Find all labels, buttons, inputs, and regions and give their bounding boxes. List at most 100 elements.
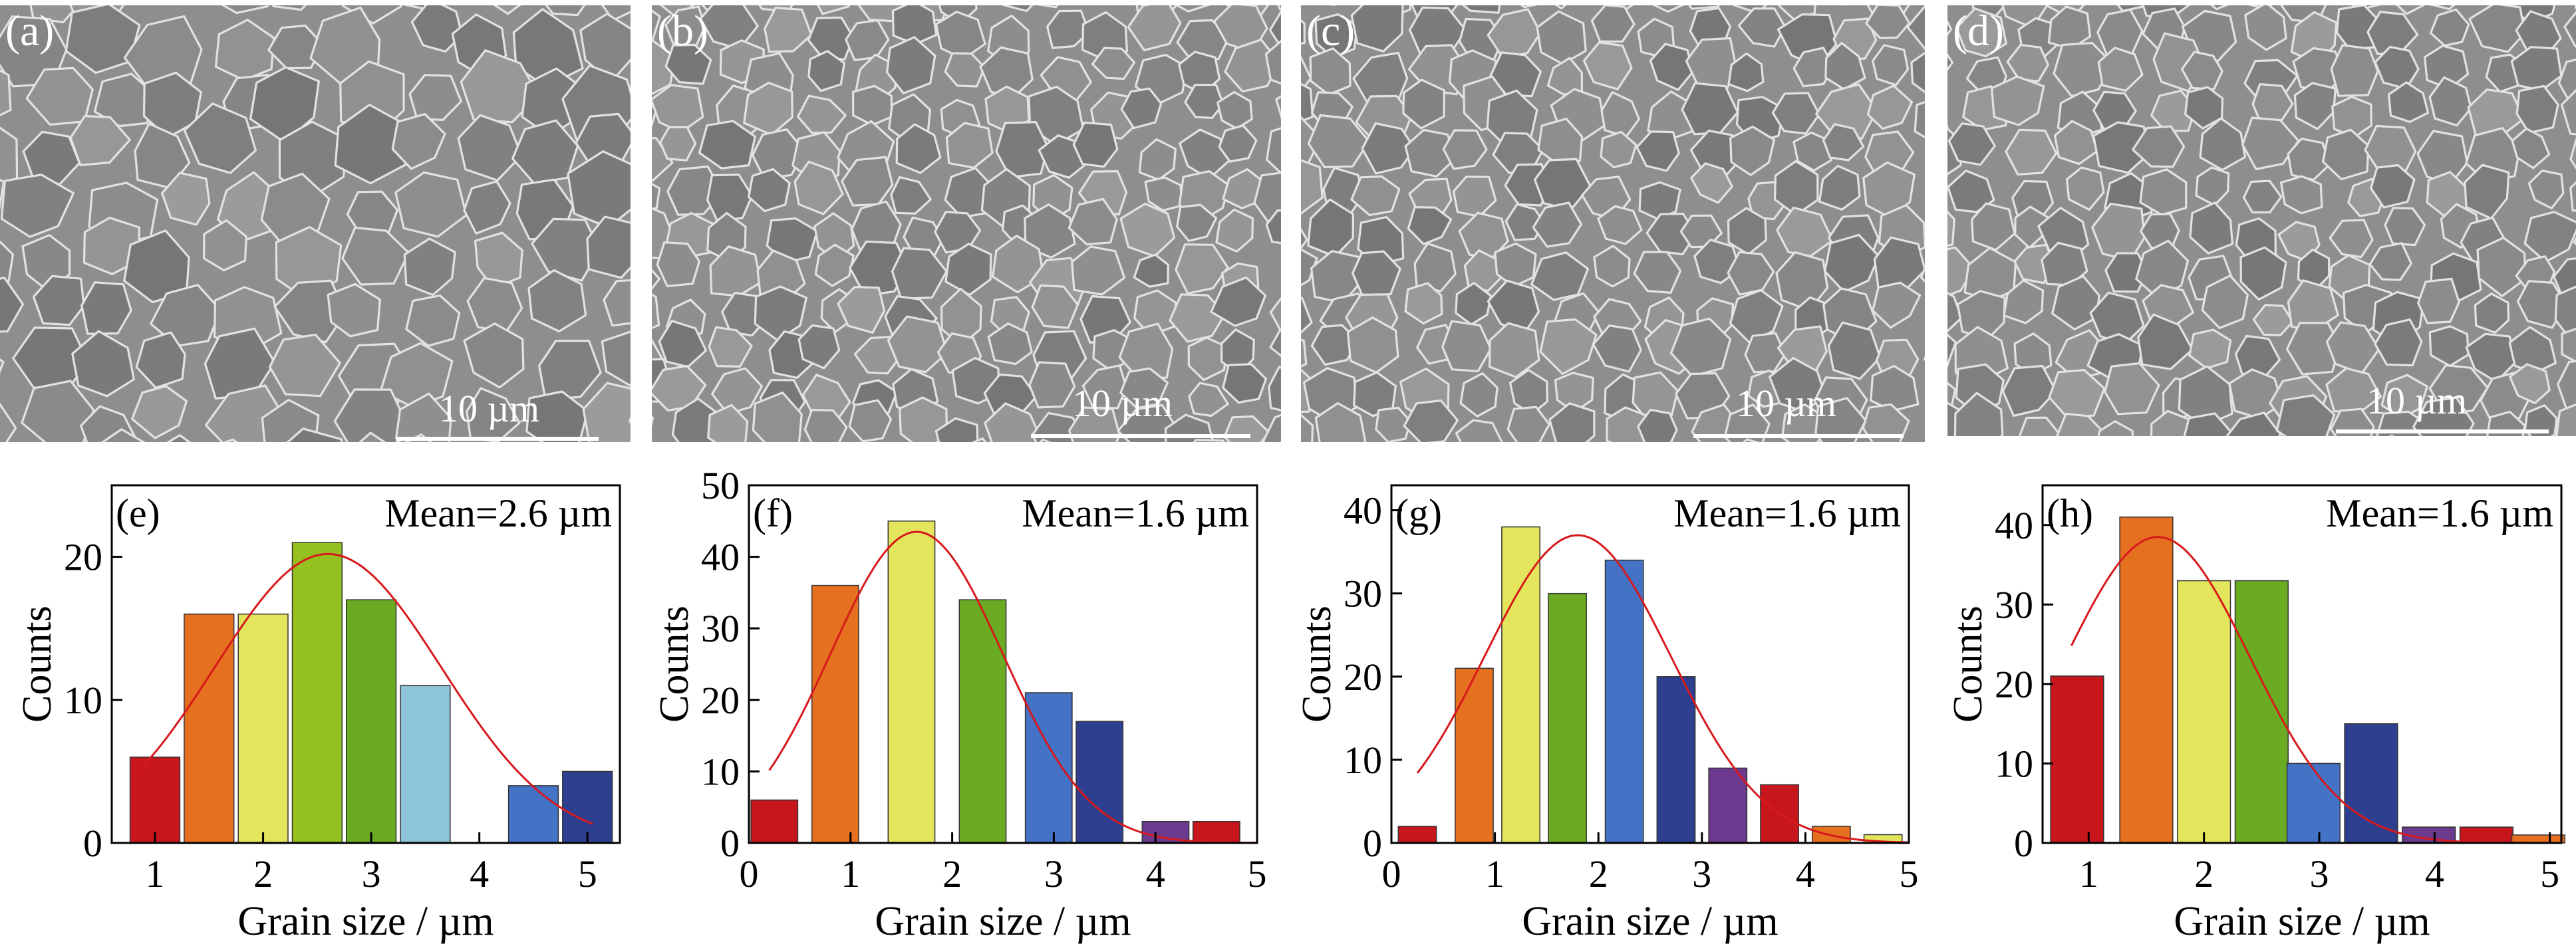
sem-grain [1266, 127, 1281, 175]
sem-grain [403, 237, 456, 296]
x-axis-label: Grain size / µm [1522, 899, 1778, 944]
sem-grain [1593, 245, 1631, 288]
mean-annotation: Mean=2.6 µm [384, 491, 612, 535]
x-tick-label: 5 [1248, 852, 1267, 895]
sem-grain [2056, 412, 2104, 436]
histogram-bar [507, 785, 559, 844]
sem-panel-label: (a) [5, 7, 55, 55]
sem-grain [1301, 55, 1312, 93]
sem-grain [1176, 203, 1218, 242]
sem-grain [2189, 201, 2233, 255]
histogram-bar [2050, 675, 2104, 844]
sem-grain [1955, 7, 2008, 58]
histogram-bar [1192, 820, 1240, 844]
sem-grain [1727, 52, 1765, 92]
sem-grain [100, 428, 146, 442]
sem-image-c: (c) 10 µm [1301, 5, 1925, 442]
histogram-h: 1 2 3 4 5 0 10 20 30 40 (h) Mean=1.6 µm Grain size /… [1945, 484, 2565, 944]
sem-panel-label: (c) [1306, 7, 1356, 55]
sem-grain [748, 168, 791, 213]
histogram-bar [2119, 517, 2174, 844]
sem-texture [0, 5, 631, 442]
sem-grain [586, 215, 631, 279]
sem-grain [131, 385, 188, 439]
sem-grain [1548, 402, 1596, 442]
sem-grain [1350, 175, 1401, 217]
sem-grain [333, 388, 407, 442]
x-tick-label: 3 [362, 852, 381, 895]
sem-grain [1175, 5, 1211, 13]
histogram-bar [1548, 592, 1587, 844]
panel-label: (f) [753, 491, 793, 535]
sem-grain [221, 5, 269, 15]
sem-grain [752, 391, 803, 442]
sem-grain [652, 9, 661, 43]
sem-grain [71, 330, 135, 398]
x-tick-label: 3 [1044, 852, 1064, 895]
y-tick-label: 30 [701, 607, 740, 650]
histogram-bar [1455, 667, 1494, 844]
sem-grain [2096, 9, 2144, 55]
x-tick-label: 2 [2194, 852, 2214, 895]
sem-grain [1218, 124, 1258, 163]
sem-grain [1872, 44, 1910, 86]
sem-grain [652, 137, 674, 183]
sem-grain [1592, 324, 1642, 373]
x-tick-label: 4 [1796, 852, 1815, 895]
sem-grain [2412, 396, 2475, 436]
sem-grain [2089, 291, 2145, 346]
sem-grain [1037, 5, 1059, 9]
sem-grain [2285, 322, 2341, 376]
sem-grain [203, 219, 247, 272]
sem-grain [1600, 91, 1640, 138]
sem-grain [2468, 5, 2526, 53]
sem-grain [1862, 403, 1910, 442]
histogram-bar [1075, 721, 1124, 844]
sem-grain [2384, 207, 2426, 247]
y-tick-label: 20 [1344, 655, 1382, 699]
histogram-bar [2459, 826, 2513, 844]
sem-grain [405, 295, 461, 347]
sem-grain [1127, 5, 1182, 52]
sem-grain [652, 102, 657, 128]
sem-grain [2092, 90, 2137, 130]
sem-grain [817, 5, 851, 15]
sem-grain [1301, 19, 1306, 45]
x-tick-label: 4 [2425, 852, 2444, 895]
sem-grain [1827, 321, 1882, 380]
sem-grain [1910, 51, 1925, 94]
sem-grain [463, 322, 525, 389]
sem-grain [1264, 39, 1281, 85]
scale-bar-label: 10 µm [439, 387, 540, 430]
sem-grain [1582, 41, 1633, 90]
sem-grain [1600, 130, 1638, 169]
sem-grain [474, 231, 523, 290]
sem-grain [0, 69, 12, 117]
scale-bar [2336, 429, 2549, 433]
sem-grain [1554, 5, 1567, 10]
scale-bar [1031, 434, 1250, 438]
sem-grain [2573, 236, 2576, 246]
sem-grain [2330, 44, 2379, 97]
sem-grain [0, 402, 17, 442]
sem-grain [891, 247, 948, 300]
sem-grain [286, 427, 343, 442]
sem-grain [1301, 159, 1324, 215]
sem-grain [2137, 313, 2194, 370]
histogram-bar [345, 599, 397, 844]
sem-grain [2277, 221, 2321, 263]
sem-grain [1187, 336, 1228, 382]
sem-grain [1947, 19, 1953, 37]
sem-grain [21, 380, 95, 442]
sem-grain [1971, 202, 2016, 251]
sem-grain [707, 404, 749, 442]
x-tick-label: 2 [1589, 852, 1608, 895]
x-tick-label: 1 [1485, 852, 1504, 895]
sem-grain [545, 5, 586, 17]
y-tick-label: 50 [701, 464, 740, 507]
sem-grain [1990, 75, 2045, 126]
sem-grain [1637, 408, 1678, 442]
sem-grain [1072, 121, 1119, 168]
sem-grain [2508, 326, 2557, 374]
sem-grain [2396, 5, 2425, 15]
